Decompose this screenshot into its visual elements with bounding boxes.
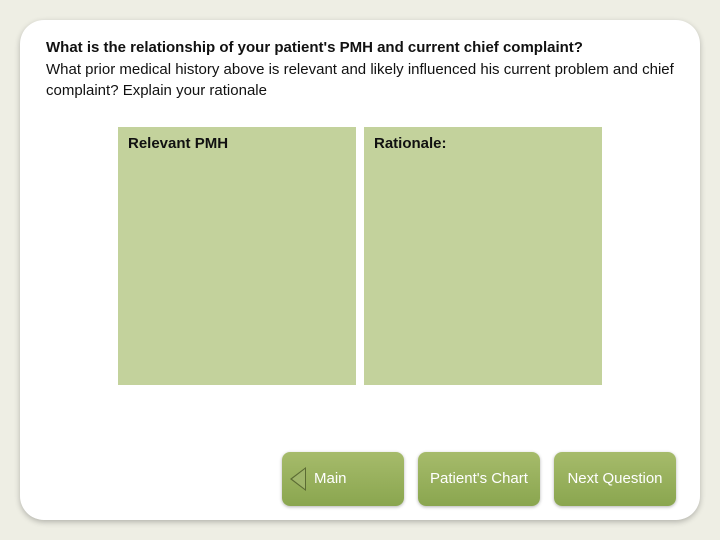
next-question-label: Next Question [567, 470, 662, 487]
next-question-button[interactable]: Next Question [554, 452, 676, 506]
panels-row: Relevant PMH Rationale: [118, 127, 674, 385]
question-line-1: What is the relationship of your patient… [46, 38, 674, 58]
question-block: What is the relationship of your patient… [46, 38, 674, 101]
relevant-pmh-panel: Relevant PMH [118, 127, 356, 385]
back-arrow-icon-inner [292, 469, 305, 489]
patients-chart-button[interactable]: Patient's Chart [418, 452, 540, 506]
rationale-panel: Rationale: [364, 127, 602, 385]
relevant-pmh-header: Relevant PMH [128, 135, 346, 152]
main-button[interactable]: Main [282, 452, 404, 506]
slide-card: What is the relationship of your patient… [20, 20, 700, 520]
main-button-label: Main [314, 470, 347, 487]
rationale-header: Rationale: [374, 135, 592, 152]
question-line-2: What prior medical history above is rele… [46, 60, 674, 101]
patients-chart-label: Patient's Chart [430, 470, 528, 487]
nav-row: Main Patient's Chart Next Question [282, 452, 676, 506]
